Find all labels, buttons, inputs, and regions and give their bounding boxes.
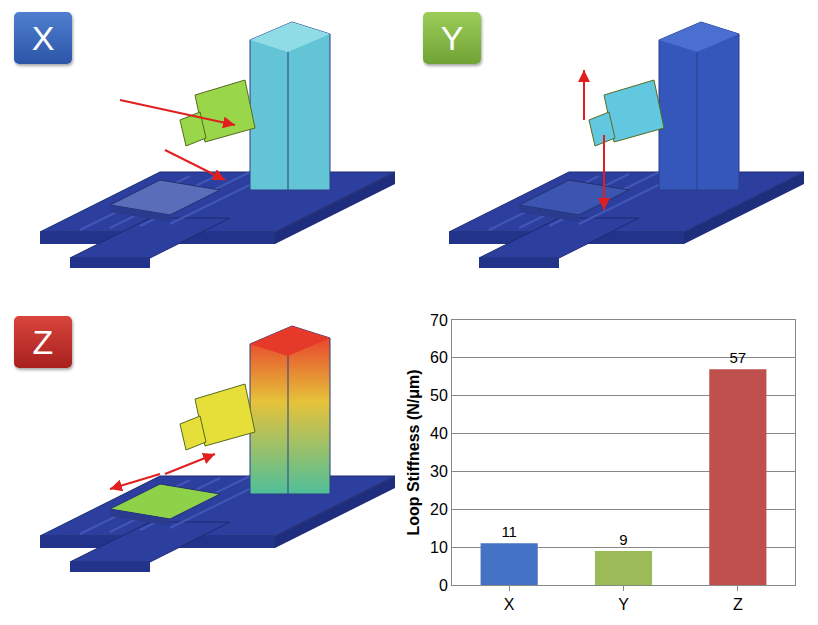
svg-text:9: 9: [619, 531, 627, 548]
svg-text:70: 70: [430, 312, 448, 329]
svg-text:11: 11: [501, 523, 517, 540]
svg-text:20: 20: [430, 501, 448, 518]
html-text:Z: Z: [32, 322, 54, 361]
svg-text:57: 57: [729, 349, 746, 366]
html-text:X: X: [31, 18, 55, 57]
svg-text:40: 40: [430, 425, 448, 442]
svg-text:Loop Stiffness (N/μm): Loop Stiffness (N/μm): [405, 369, 422, 535]
svg-text:30: 30: [430, 463, 448, 480]
svg-text:60: 60: [430, 349, 448, 366]
svg-text:Y: Y: [618, 596, 629, 613]
svg-text:X: X: [504, 596, 515, 613]
svg-text:Z: Z: [733, 596, 743, 613]
svg-text:0: 0: [439, 577, 448, 594]
svg-text:10: 10: [430, 539, 448, 556]
svg-text:50: 50: [430, 387, 448, 404]
html-text:Y: Y: [440, 18, 464, 57]
